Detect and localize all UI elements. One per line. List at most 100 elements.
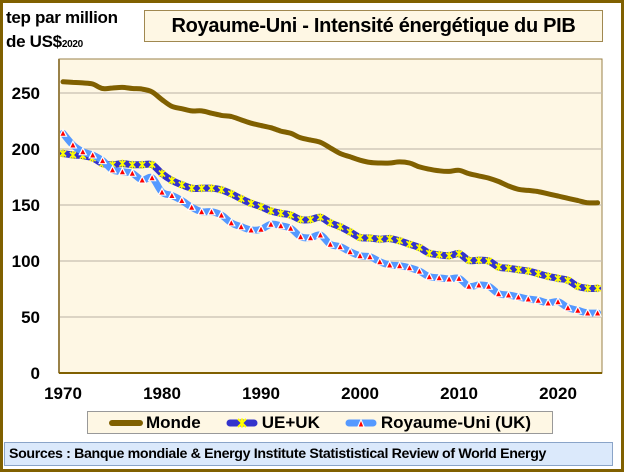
y-tick-label: 50 — [21, 308, 40, 327]
data-point-uk — [276, 220, 286, 230]
data-point-ue-uk — [356, 233, 364, 242]
data-point-ue-uk — [188, 184, 196, 193]
data-point-uk — [246, 225, 256, 234]
legend-label-uk: Royaume-Uni (UK) — [380, 412, 532, 432]
data-point-uk — [424, 271, 434, 281]
legend-label-monde: Monde — [145, 412, 201, 432]
x-tick-label: 2000 — [341, 384, 379, 403]
data-point-uk — [167, 190, 177, 199]
legend-swatch-uk — [345, 418, 377, 427]
data-point-ue-uk — [287, 211, 295, 220]
series-line-monde — [60, 79, 601, 206]
data-point-ue-uk — [247, 199, 255, 208]
data-point-ue-uk — [346, 227, 354, 236]
data-point-ue-uk — [504, 264, 513, 273]
y-tick-label: 150 — [12, 196, 40, 215]
data-point-uk — [375, 256, 385, 266]
data-point-ue-uk — [524, 267, 532, 276]
x-tick-label: 1980 — [143, 384, 181, 403]
data-point-ue-uk — [495, 263, 503, 271]
data-point-ue-uk — [306, 215, 315, 224]
legend-item-ue-uk: UE+UK — [225, 413, 320, 433]
x-tick-label: 2020 — [539, 384, 577, 403]
data-point-ue-uk — [425, 249, 433, 258]
data-point-ue-uk — [257, 202, 265, 211]
data-point-uk — [177, 195, 187, 204]
data-point-uk — [405, 262, 414, 272]
data-point-ue-uk — [178, 180, 186, 189]
x-tick-label: 1970 — [44, 384, 82, 403]
data-point-ue-uk — [544, 272, 552, 281]
data-point-ue-uk — [128, 160, 136, 169]
legend-item-uk: Royaume-Uni (UK) — [344, 413, 531, 433]
y-tick-label: 250 — [12, 84, 40, 103]
data-point-ue-uk — [554, 274, 562, 283]
data-point-uk — [494, 288, 504, 298]
data-point-uk — [157, 187, 167, 196]
series-monde — [60, 79, 601, 206]
series-group — [59, 79, 602, 317]
data-point-uk — [523, 294, 533, 303]
data-point-ue-uk — [435, 250, 443, 259]
data-point-ue-uk — [198, 184, 206, 193]
data-point-ue-uk — [267, 207, 275, 215]
data-point-uk — [127, 168, 137, 177]
y-axis-label-line2: de US$2020 — [6, 30, 118, 57]
data-point-ue-uk — [69, 151, 77, 159]
data-point-uk — [385, 260, 395, 269]
data-point-uk — [464, 281, 474, 290]
data-point-uk — [434, 272, 444, 282]
data-point-uk — [365, 251, 375, 261]
data-point-ue-uk — [485, 257, 493, 265]
data-point-ue-uk — [574, 282, 582, 291]
data-point-ue-uk — [336, 222, 344, 231]
y-axis-label-unit: de US$ — [6, 32, 62, 51]
data-point-ue-uk — [326, 218, 334, 227]
y-tick-label: 100 — [12, 252, 40, 271]
data-point-uk — [553, 296, 563, 306]
data-point-ue-uk — [158, 169, 166, 178]
data-point-ue-uk — [514, 265, 522, 274]
data-point-ue-uk — [59, 149, 67, 158]
data-point-uk — [533, 295, 543, 304]
data-point-ue-uk — [594, 284, 602, 293]
data-point-uk — [147, 172, 157, 182]
data-point-uk — [296, 231, 306, 241]
data-point-ue-uk — [237, 194, 245, 203]
data-point-ue-uk — [405, 240, 414, 249]
data-point-ue-uk — [366, 234, 374, 242]
data-point-uk — [88, 150, 98, 159]
data-point-uk — [325, 239, 335, 248]
data-point-uk — [117, 166, 127, 176]
data-point-uk — [563, 302, 573, 312]
data-point-ue-uk — [445, 251, 453, 260]
data-point-uk — [187, 202, 197, 211]
data-point-uk — [98, 155, 108, 165]
data-point-ue-uk — [227, 189, 235, 198]
data-point-uk — [474, 280, 484, 289]
data-point-uk — [315, 230, 325, 239]
plot-area — [58, 58, 603, 374]
data-point-ue-uk — [415, 243, 423, 252]
data-point-ue-uk — [584, 284, 592, 293]
data-point-uk — [286, 223, 296, 232]
legend: Monde UE+UK Royaume-Uni (UK) — [87, 411, 553, 434]
data-point-uk — [395, 260, 405, 270]
data-point-uk — [108, 164, 117, 174]
x-tick-label: 2010 — [440, 384, 478, 403]
data-point-uk — [355, 250, 365, 260]
data-point-ue-uk — [277, 209, 285, 218]
legend-item-monde: Monde — [108, 412, 201, 433]
data-point-uk — [484, 281, 494, 290]
data-point-ue-uk — [475, 256, 483, 265]
data-point-ue-uk — [207, 184, 216, 193]
y-tick-label: 200 — [12, 140, 40, 159]
data-point-uk — [335, 241, 345, 251]
data-point-uk — [573, 305, 583, 314]
data-point-uk — [513, 292, 523, 301]
y-axis-label-line1: tep par million — [6, 8, 118, 27]
data-point-uk — [593, 308, 602, 317]
x-tick-label: 1990 — [242, 384, 280, 403]
data-point-ue-uk — [534, 269, 542, 278]
data-point-uk — [345, 246, 355, 256]
